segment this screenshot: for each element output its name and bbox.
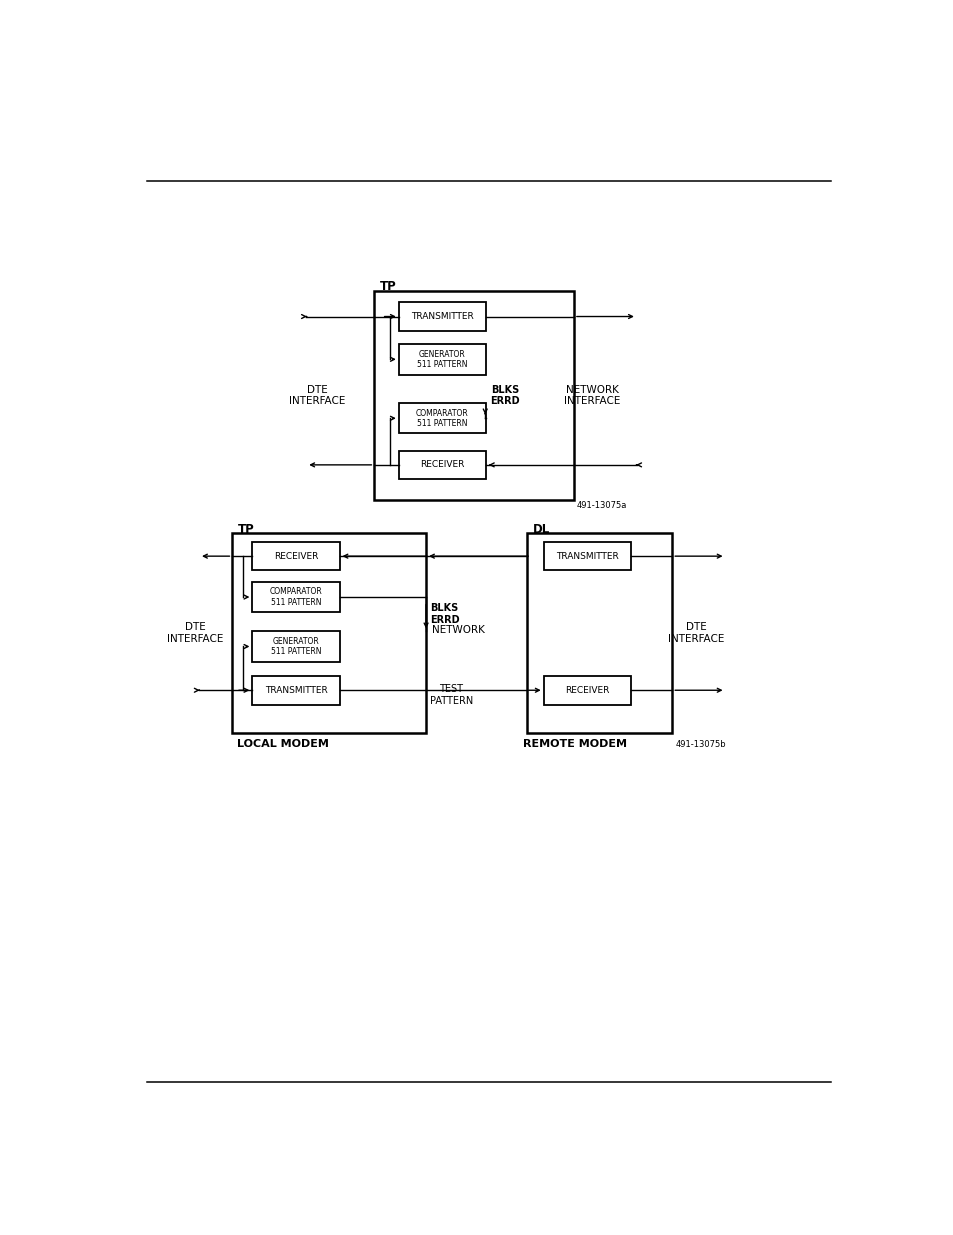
Text: TRANSMITTER: TRANSMITTER (411, 312, 474, 321)
Text: TEST
PATTERN: TEST PATTERN (429, 684, 473, 705)
Text: NETWORK
INTERFACE: NETWORK INTERFACE (563, 384, 620, 406)
Text: DTE
INTERFACE: DTE INTERFACE (289, 384, 345, 406)
Text: DL: DL (532, 524, 549, 536)
FancyBboxPatch shape (252, 676, 339, 704)
FancyBboxPatch shape (398, 451, 485, 479)
FancyBboxPatch shape (543, 676, 630, 704)
Text: NETWORK: NETWORK (432, 625, 484, 635)
Text: REMOTE MODEM: REMOTE MODEM (523, 740, 627, 750)
Text: DTE
INTERFACE: DTE INTERFACE (167, 622, 223, 643)
Text: 491-13075b: 491-13075b (675, 740, 725, 748)
FancyBboxPatch shape (398, 345, 485, 374)
Text: COMPARATOR
511 PATTERN: COMPARATOR 511 PATTERN (416, 409, 468, 429)
Text: LOCAL MODEM: LOCAL MODEM (237, 740, 329, 750)
Text: 491-13075a: 491-13075a (576, 501, 626, 510)
Text: RECEIVER: RECEIVER (419, 461, 464, 469)
FancyBboxPatch shape (233, 534, 426, 734)
FancyBboxPatch shape (527, 534, 672, 734)
Text: TP: TP (237, 524, 254, 536)
Text: GENERATOR
511 PATTERN: GENERATOR 511 PATTERN (416, 350, 467, 369)
Text: RECEIVER: RECEIVER (564, 685, 609, 695)
FancyBboxPatch shape (398, 303, 485, 331)
Text: COMPARATOR
511 PATTERN: COMPARATOR 511 PATTERN (270, 588, 322, 606)
FancyBboxPatch shape (252, 582, 339, 613)
Text: GENERATOR
511 PATTERN: GENERATOR 511 PATTERN (271, 637, 321, 656)
Text: TRANSMITTER: TRANSMITTER (264, 685, 327, 695)
Text: BLKS
ERRD: BLKS ERRD (490, 384, 519, 406)
Text: BLKS
ERRD: BLKS ERRD (429, 604, 459, 625)
Text: TP: TP (379, 280, 395, 293)
FancyBboxPatch shape (252, 631, 339, 662)
FancyBboxPatch shape (398, 403, 485, 433)
Text: RECEIVER: RECEIVER (274, 552, 317, 561)
Text: TRANSMITTER: TRANSMITTER (556, 552, 618, 561)
Text: DTE
INTERFACE: DTE INTERFACE (667, 622, 723, 643)
FancyBboxPatch shape (374, 291, 574, 500)
FancyBboxPatch shape (543, 542, 630, 571)
FancyBboxPatch shape (252, 542, 339, 571)
